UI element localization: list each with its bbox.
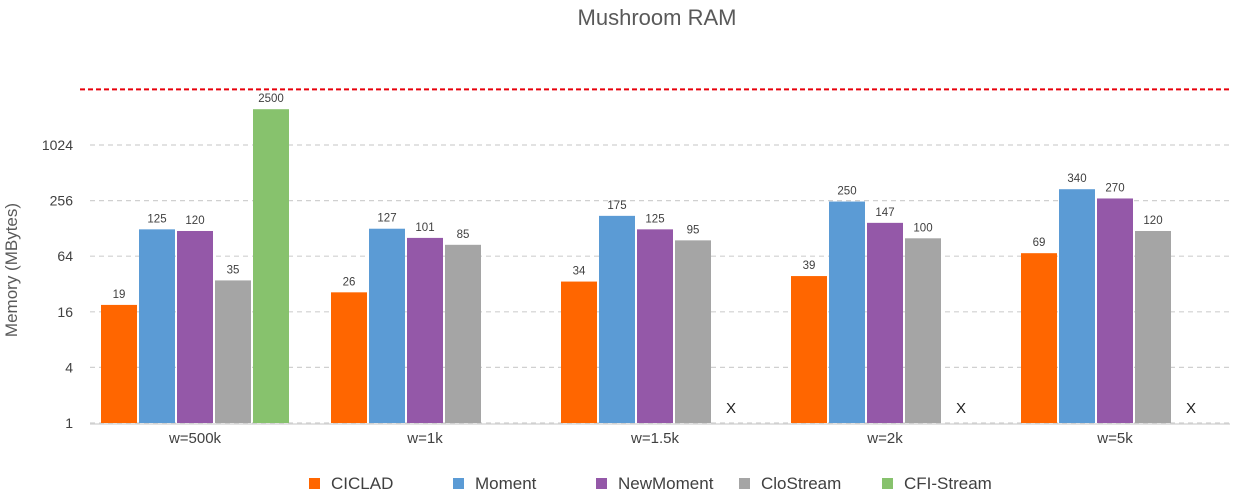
bar-newmoment-w-2k bbox=[867, 222, 903, 423]
bar-ciclad-w-1k bbox=[331, 292, 367, 423]
y-axis-ticks: 1 4 16 64 256 1024 bbox=[42, 137, 73, 431]
data-label-moment-w-1k: 127 bbox=[377, 213, 396, 225]
missing-marker-cfi-stream-w-5k: X bbox=[1186, 400, 1196, 417]
bar-clostream-w-1-5k bbox=[675, 240, 711, 423]
x-tick-label-w-500k: w=500k bbox=[168, 430, 222, 447]
y-tick-label-4: 4 bbox=[65, 359, 73, 375]
y-tick-label-1: 1 bbox=[65, 415, 73, 431]
data-label-clostream-w-2k: 100 bbox=[913, 222, 932, 234]
bar-newmoment-w-500k bbox=[177, 230, 213, 423]
chart-title: Mushroom RAM bbox=[578, 5, 737, 30]
bar-ciclad-w-1-5k bbox=[561, 281, 597, 423]
data-label-newmoment-w-1-5k: 125 bbox=[645, 213, 664, 225]
data-label-ciclad-w-500k: 19 bbox=[113, 289, 126, 301]
legend-swatch-moment bbox=[453, 478, 464, 489]
bar-moment-w-1k bbox=[369, 228, 405, 423]
data-label-clostream-w-1k: 85 bbox=[457, 229, 470, 241]
legend-swatch-newmoment bbox=[596, 478, 607, 489]
bar-newmoment-w-5k bbox=[1097, 198, 1133, 423]
x-tick-label-w-5k: w=5k bbox=[1096, 430, 1133, 447]
y-tick-label-1024: 1024 bbox=[42, 137, 73, 153]
y-tick-label-16: 16 bbox=[57, 304, 73, 320]
legend-label-clostream: CloStream bbox=[761, 474, 841, 493]
data-labels: 19 125 120 35 2500 26 127 101 85 34 175 125 95 39 250 1… bbox=[113, 93, 1163, 301]
data-label-moment-w-5k: 340 bbox=[1067, 173, 1086, 185]
legend-swatch-cfi-stream bbox=[882, 478, 893, 489]
bar-newmoment-w-1k bbox=[407, 237, 443, 423]
bar-ciclad-w-2k bbox=[791, 276, 827, 423]
bar-clostream-w-5k bbox=[1135, 230, 1171, 423]
bar-clostream-w-500k bbox=[215, 280, 251, 423]
bar-clostream-w-1k bbox=[445, 244, 481, 423]
bar-clostream-w-2k bbox=[905, 238, 941, 423]
missing-marker-cfi-stream-w-2k: X bbox=[956, 400, 966, 417]
bar-moment-w-2k bbox=[829, 201, 865, 423]
y-tick-label-256: 256 bbox=[50, 193, 74, 209]
bar-moment-w-500k bbox=[139, 229, 175, 423]
bar-cfi-stream-w-500k bbox=[253, 109, 289, 423]
data-label-clostream-w-500k: 35 bbox=[227, 264, 240, 276]
data-label-newmoment-w-5k: 270 bbox=[1105, 182, 1124, 194]
legend: CICLAD Moment NewMoment CloStream CFI-Stream bbox=[309, 474, 992, 493]
legend-label-newmoment: NewMoment bbox=[618, 474, 714, 493]
data-label-newmoment-w-500k: 120 bbox=[185, 215, 204, 227]
data-label-newmoment-w-1k: 101 bbox=[415, 222, 434, 234]
missing-marker-cfi-stream-w-1-5k: X bbox=[726, 400, 736, 417]
data-label-ciclad-w-2k: 39 bbox=[803, 260, 816, 272]
legend-swatch-clostream bbox=[739, 478, 750, 489]
legend-label-cfi-stream: CFI-Stream bbox=[904, 474, 992, 493]
x-tick-label-w-1-5k: w=1.5k bbox=[630, 430, 679, 447]
data-label-moment-w-2k: 250 bbox=[837, 186, 856, 198]
bar-moment-w-1-5k bbox=[599, 215, 635, 423]
bar-newmoment-w-1-5k bbox=[637, 229, 673, 423]
bars bbox=[101, 109, 1171, 423]
x-tick-label-w-1k: w=1k bbox=[406, 430, 443, 447]
data-label-moment-w-500k: 125 bbox=[147, 213, 166, 225]
data-label-newmoment-w-2k: 147 bbox=[875, 207, 894, 219]
data-label-ciclad-w-1-5k: 34 bbox=[573, 266, 586, 278]
legend-label-ciclad: CICLAD bbox=[331, 474, 393, 493]
x-tick-label-w-2k: w=2k bbox=[866, 430, 903, 447]
bar-ciclad-w-5k bbox=[1021, 253, 1057, 423]
x-axis: w=500k w=1k w=1.5k w=2k w=5k bbox=[90, 423, 1230, 447]
data-label-cfi-stream-w-500k: 2500 bbox=[258, 93, 284, 105]
data-label-ciclad-w-5k: 69 bbox=[1033, 237, 1046, 249]
legend-swatch-ciclad bbox=[309, 478, 320, 489]
y-tick-label-64: 64 bbox=[57, 248, 73, 264]
legend-label-moment: Moment bbox=[475, 474, 537, 493]
bar-ciclad-w-500k bbox=[101, 304, 137, 423]
bar-moment-w-5k bbox=[1059, 189, 1095, 423]
data-label-clostream-w-5k: 120 bbox=[1143, 215, 1162, 227]
data-label-ciclad-w-1k: 26 bbox=[343, 276, 356, 288]
y-axis-label: Memory (MBytes) bbox=[2, 203, 21, 337]
data-label-clostream-w-1-5k: 95 bbox=[687, 224, 700, 236]
data-label-moment-w-1-5k: 175 bbox=[607, 200, 626, 212]
